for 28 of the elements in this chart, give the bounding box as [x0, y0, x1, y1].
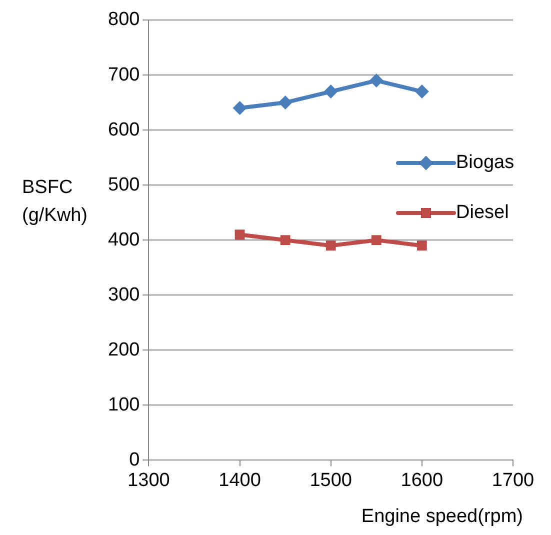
x-tick-label: 1700 — [492, 470, 534, 491]
point — [326, 240, 336, 251]
point — [371, 235, 382, 246]
legend-label: Diesel — [456, 202, 509, 224]
legend-label: Biogas — [456, 152, 514, 174]
x-tick-label: 1600 — [400, 470, 444, 491]
point — [324, 84, 338, 99]
point — [278, 96, 292, 110]
y-tick-label: 400 — [108, 229, 140, 250]
x-tick-label: 1400 — [218, 470, 261, 491]
x-axis-title: Engine speed(rpm) — [361, 506, 523, 527]
y-tick-label: 100 — [108, 394, 140, 416]
y-axis-title: BSFC (g/Kwh) — [22, 177, 88, 226]
y-tick-label: 600 — [108, 119, 140, 140]
y-tick-label: 0 — [129, 449, 140, 470]
point — [369, 74, 384, 88]
y-tick-label: 200 — [108, 339, 140, 360]
point — [416, 240, 427, 251]
point — [232, 101, 247, 116]
y-tick-label: 700 — [108, 64, 140, 86]
x-tick-label: 1500 — [310, 470, 352, 491]
point — [234, 230, 245, 240]
y-tick-label: 300 — [108, 284, 140, 306]
x-tick-label: 1300 — [128, 470, 170, 491]
y-tick-label: 500 — [108, 174, 140, 196]
point — [414, 84, 429, 99]
point — [280, 235, 290, 246]
y-tick-label: 800 — [108, 9, 140, 30]
